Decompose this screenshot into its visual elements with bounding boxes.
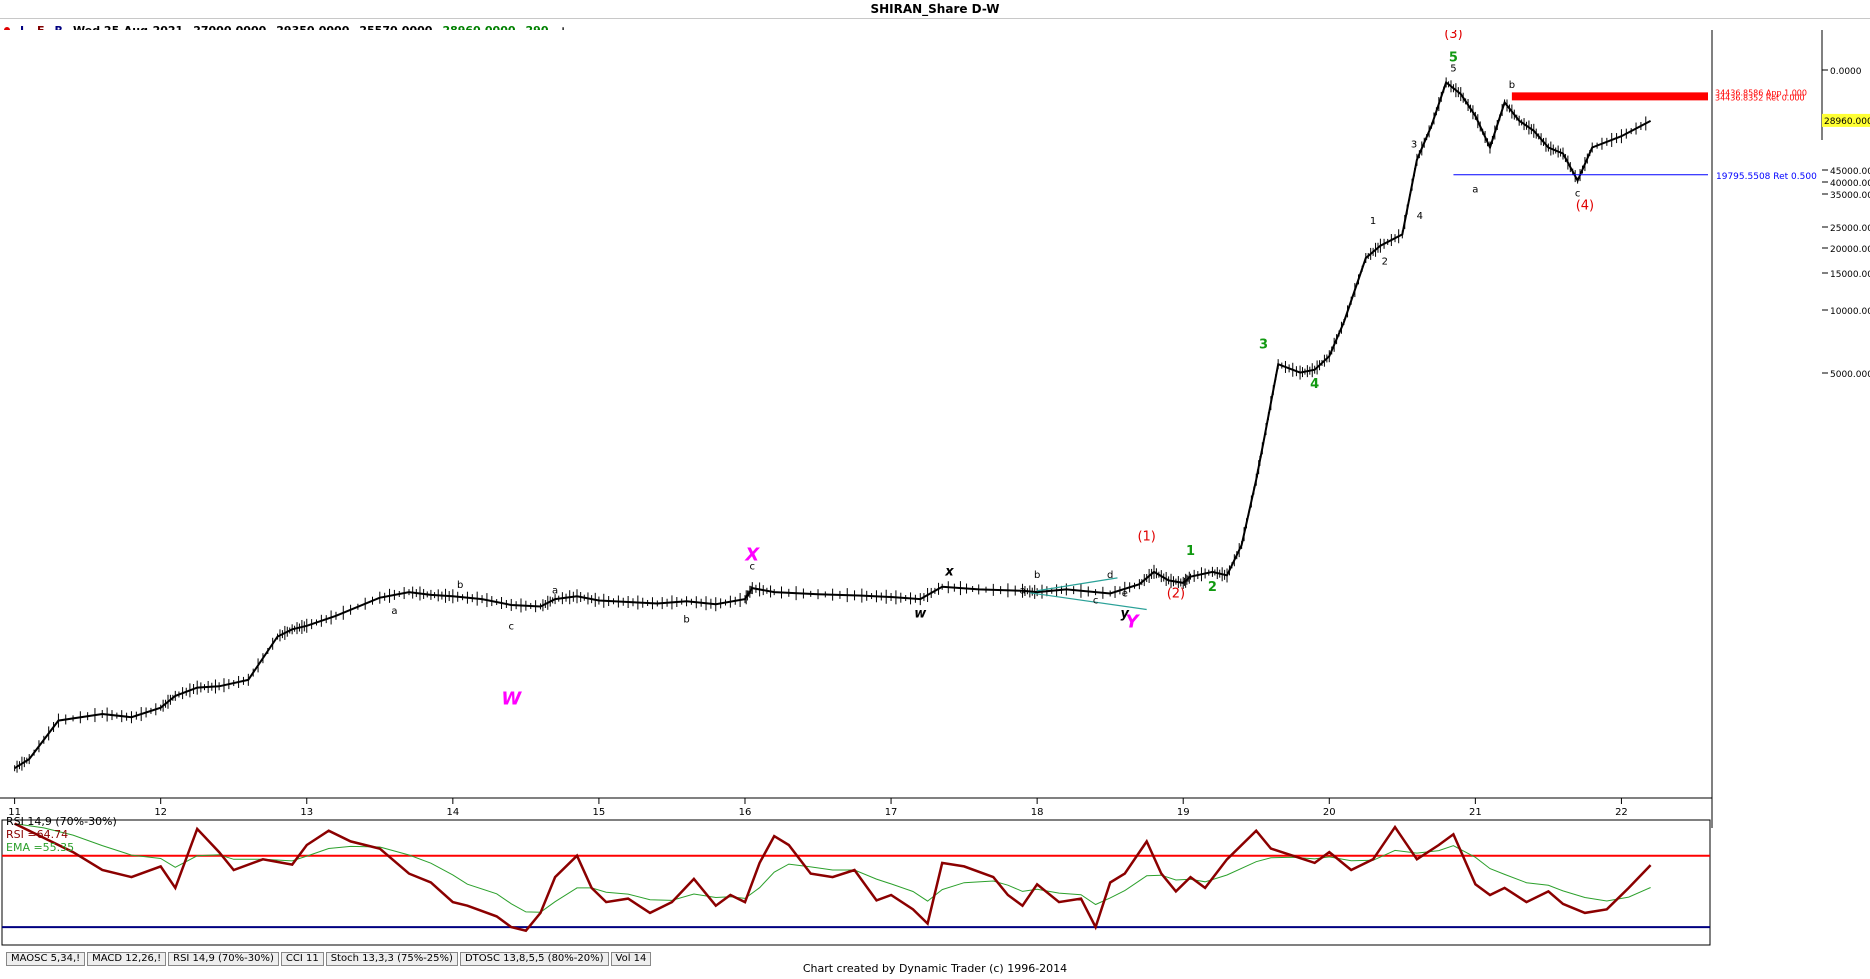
target-level-label: 34436.8352 Ret 0.000	[1715, 93, 1805, 102]
wave-label: a	[1472, 184, 1478, 195]
x-tick-label: 18	[1031, 807, 1044, 818]
y-tick-label: 45000.0000	[1830, 167, 1870, 177]
chart-background	[0, 30, 1870, 960]
wave-label: b	[683, 614, 689, 625]
wave-label: 4	[1310, 377, 1319, 392]
wave-label: y	[1121, 606, 1130, 621]
wave-label: X	[744, 545, 760, 566]
wave-label: c	[509, 621, 515, 632]
last-price-box	[1822, 113, 1870, 127]
y-tick-label: 0.0000	[1830, 67, 1862, 77]
x-tick-label: 15	[593, 807, 606, 818]
wave-label: 4	[1417, 211, 1423, 222]
ema-legend-value: EMA =55.35	[6, 841, 75, 854]
x-tick-label: 14	[446, 807, 459, 818]
y-tick-label: 25000.0000	[1830, 224, 1870, 234]
x-tick-label: 17	[885, 807, 898, 818]
y-tick-label: 5000.0000	[1830, 370, 1870, 380]
wave-label: e	[1122, 588, 1128, 599]
rsi-legend-title: RSI 14,9 (70%-30%)	[6, 815, 117, 828]
wave-label: b	[1509, 80, 1515, 91]
x-tick-label: 11	[8, 807, 21, 818]
y-tick-label: 40000.0000	[1830, 179, 1870, 189]
retrace-level-label: 19795.5508 Ret 0.500	[1716, 172, 1817, 182]
target-level-label: 34436.8586 App 1.000	[1715, 88, 1807, 97]
wave-label: a	[391, 606, 397, 617]
wave-label: c	[750, 562, 756, 573]
y-tick-label: 15000.0000	[1830, 270, 1870, 280]
rsi-legend-value: RSI =64.74	[6, 828, 69, 841]
wave-label: 1	[1186, 544, 1195, 559]
wave-label: b	[1034, 570, 1040, 581]
wave-label: W	[501, 689, 522, 710]
wave-label: c	[1575, 188, 1581, 199]
triangle-lower-line	[1029, 592, 1147, 611]
wave-label: 1	[1370, 216, 1376, 227]
wave-label: w	[914, 606, 927, 621]
wave-label: c	[1093, 595, 1099, 606]
tab-maosc[interactable]: MAOSC 5,34,!	[6, 952, 86, 966]
wave-label: (2)	[1167, 587, 1185, 602]
x-tick-label: 13	[300, 807, 313, 818]
wave-label: 3	[1259, 338, 1268, 353]
wave-label: x	[944, 564, 954, 579]
wave-label: 2	[1208, 580, 1217, 595]
x-tick-label: 16	[739, 807, 752, 818]
ema-series	[14, 823, 1651, 913]
window-title: SHIRAN_Share D-W	[0, 0, 1870, 19]
wave-label: 3	[1411, 140, 1417, 151]
wave-label: Y	[1126, 612, 1141, 633]
indicator-tabs: MAOSC 5,34,! MACD 12,26,! RSI 14,9 (70%-…	[6, 952, 652, 966]
wave-label: (3)	[1444, 30, 1462, 42]
x-tick-label: 19	[1177, 807, 1190, 818]
wave-label: (4)	[1576, 198, 1594, 213]
wave-label: a	[1019, 585, 1025, 596]
rsi-panel-frame	[1, 819, 1711, 946]
y-tick-label: 20000.0000	[1830, 245, 1870, 255]
last-price-label: 28960.0000	[1824, 117, 1870, 127]
wave-label: 2	[1382, 257, 1388, 268]
wave-label: (1)	[1137, 529, 1155, 544]
x-tick-label: 12	[154, 807, 167, 818]
tab-dtosc[interactable]: DTOSC 13,8,5,5 (80%-20%)	[459, 952, 609, 966]
x-tick-label: 21	[1469, 807, 1482, 818]
footer-credit: Chart created by Dynamic Trader (c) 1996…	[802, 962, 1068, 975]
triangle-upper-line	[1037, 577, 1118, 592]
tab-macd[interactable]: MACD 12,26,!	[87, 952, 167, 966]
tab-cci[interactable]: CCI 11	[280, 952, 324, 966]
y-tick-label: 35000.0000	[1830, 191, 1870, 201]
wave-label: 5	[1449, 51, 1458, 66]
tab-stoch[interactable]: Stoch 13,3,3 (75%-25%)	[325, 952, 458, 966]
x-tick-label: 22	[1615, 807, 1628, 818]
tab-rsi[interactable]: RSI 14,9 (70%-30%)	[168, 952, 279, 966]
wave-label: d	[1107, 570, 1113, 581]
x-tick-label: 20	[1323, 807, 1336, 818]
wave-label: b	[457, 580, 463, 591]
wave-label: a	[552, 585, 558, 596]
rsi-legend: RSI 14,9 (70%-30%) RSI =64.74 EMA =55.35	[6, 815, 117, 854]
tab-vol[interactable]: Vol 14	[610, 952, 652, 966]
wave-label: 5	[1450, 64, 1456, 75]
y-tick-label: 10000.0000	[1830, 307, 1870, 317]
rsi-series	[14, 822, 1652, 933]
price-chart[interactable]: 1112131415161718192021220.000045000.0000…	[0, 30, 1870, 960]
